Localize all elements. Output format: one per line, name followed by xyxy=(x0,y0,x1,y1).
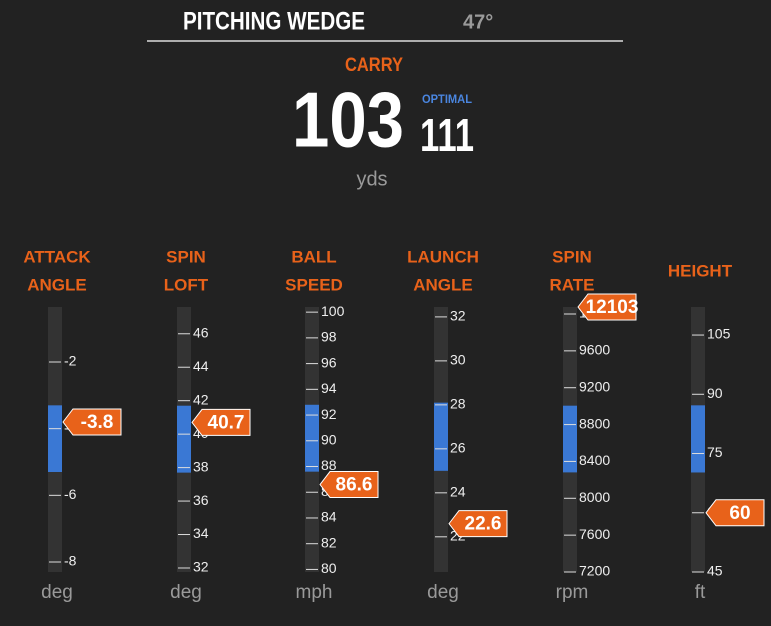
optimal-range xyxy=(434,402,448,471)
club-title: PITCHING WEDGE xyxy=(183,8,365,36)
tick-label: 32 xyxy=(193,559,209,575)
carry-unit: yds xyxy=(356,168,387,190)
gauge-unit: deg xyxy=(427,582,459,603)
gauge-unit: rpm xyxy=(556,582,589,603)
value-label: 22.6 xyxy=(465,514,502,535)
tick-label: 96 xyxy=(321,354,337,370)
tick-label: 92 xyxy=(321,406,337,422)
gauge-label: ANGLE xyxy=(27,275,87,294)
tick-label: 9600 xyxy=(579,342,610,358)
carry-value: 103 xyxy=(292,76,404,164)
optimal-range xyxy=(691,405,705,473)
tick-label: 90 xyxy=(321,431,337,447)
tick-label: 30 xyxy=(450,352,466,368)
tick-label: 90 xyxy=(707,385,723,401)
tick-label: 98 xyxy=(321,329,337,345)
tick-label: 7600 xyxy=(579,526,610,542)
gauge-label: ANGLE xyxy=(413,275,473,294)
tick-label: 84 xyxy=(321,509,337,525)
tick-label: 94 xyxy=(321,380,337,396)
gauge-label: ATTACK xyxy=(23,247,91,266)
optimal-range xyxy=(177,405,191,473)
tick-label: 32 xyxy=(450,308,466,324)
gauge-label: BALL xyxy=(291,247,336,266)
tick-label: 9200 xyxy=(579,378,610,394)
value-label: 12103 xyxy=(586,297,639,318)
gauge-unit: ft xyxy=(695,582,706,603)
tick-label: -8 xyxy=(64,553,77,569)
tick-label: 75 xyxy=(707,444,723,460)
tick-label: 38 xyxy=(193,458,209,474)
value-badge xyxy=(448,510,508,538)
tick-label: 82 xyxy=(321,534,337,550)
optimal-label: OPTIMAL xyxy=(422,92,472,106)
tick-label: 36 xyxy=(193,492,209,508)
tick-label: 88 xyxy=(321,457,337,473)
tick-label: 24 xyxy=(450,484,466,500)
value-badge xyxy=(705,499,765,527)
value-label: 40.7 xyxy=(208,412,245,433)
optimal-range xyxy=(563,405,577,473)
tick-label: 46 xyxy=(193,324,209,340)
gauge-unit: mph xyxy=(296,582,333,603)
club-loft: 47° xyxy=(463,11,493,33)
value-label: -3.8 xyxy=(81,412,114,433)
gauge-label: RATE xyxy=(549,275,594,294)
gauge-unit: deg xyxy=(170,582,202,603)
tick-label: 8400 xyxy=(579,452,610,468)
value-label: 86.6 xyxy=(336,475,373,496)
gauge-label: HEIGHT xyxy=(668,261,733,280)
gauge-label: SPEED xyxy=(285,275,343,294)
tick-label: 80 xyxy=(321,560,337,576)
gauge-label: LOFT xyxy=(164,275,209,294)
tick-label: 26 xyxy=(450,440,466,456)
optimal-range xyxy=(48,405,62,472)
gauge-label: SPIN xyxy=(166,247,206,266)
tick-label: 7200 xyxy=(579,563,610,579)
tick-label: 44 xyxy=(193,358,209,374)
value-badge xyxy=(191,408,251,436)
value-badge xyxy=(577,293,637,321)
gauge-label: SPIN xyxy=(552,247,592,266)
tick-label: 105 xyxy=(707,326,731,342)
carry-label: CARRY xyxy=(345,55,403,76)
gauge-unit: deg xyxy=(41,582,73,603)
tick-label: -6 xyxy=(64,486,77,502)
tick-label: 34 xyxy=(193,525,209,541)
value-label: 60 xyxy=(729,503,750,524)
tick-label: 8000 xyxy=(579,489,610,505)
tick-label: 100 xyxy=(321,303,345,319)
gauge-label: LAUNCH xyxy=(407,247,479,266)
tick-label: 45 xyxy=(707,563,723,579)
optimal-value: 111 xyxy=(420,109,474,161)
tick-label: -2 xyxy=(64,353,77,369)
value-badge xyxy=(319,471,379,499)
optimal-range xyxy=(305,404,319,472)
value-badge xyxy=(62,408,122,436)
tick-label: 28 xyxy=(450,396,466,412)
tick-label: 8800 xyxy=(579,415,610,431)
tick-label: 42 xyxy=(193,391,209,407)
